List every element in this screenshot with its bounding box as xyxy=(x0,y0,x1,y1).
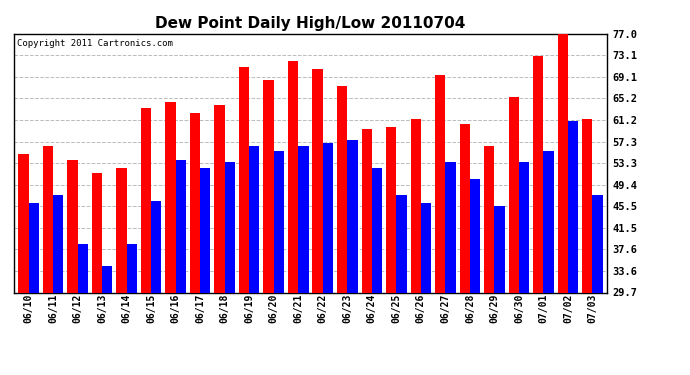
Bar xyxy=(396,195,406,292)
Bar xyxy=(298,146,308,292)
Bar xyxy=(102,266,112,292)
Bar xyxy=(323,143,333,292)
Bar xyxy=(166,102,176,292)
Bar xyxy=(249,146,259,292)
Bar xyxy=(470,179,480,292)
Bar xyxy=(190,113,200,292)
Bar xyxy=(117,168,126,292)
Bar xyxy=(126,244,137,292)
Bar xyxy=(264,80,274,292)
Bar xyxy=(92,173,102,292)
Title: Dew Point Daily High/Low 20110704: Dew Point Daily High/Low 20110704 xyxy=(155,16,466,31)
Bar xyxy=(386,127,396,292)
Bar xyxy=(445,162,455,292)
Bar xyxy=(67,160,77,292)
Bar xyxy=(313,69,323,292)
Bar xyxy=(533,56,544,292)
Bar xyxy=(28,203,39,292)
Bar xyxy=(509,97,519,292)
Bar xyxy=(225,162,235,292)
Bar xyxy=(411,118,421,292)
Bar xyxy=(495,206,504,292)
Bar xyxy=(151,201,161,292)
Bar xyxy=(200,168,210,292)
Bar xyxy=(176,160,186,292)
Bar xyxy=(337,86,347,292)
Bar xyxy=(460,124,470,292)
Bar xyxy=(519,162,529,292)
Bar xyxy=(582,118,593,292)
Bar xyxy=(558,34,568,292)
Bar xyxy=(362,129,372,292)
Bar xyxy=(544,152,554,292)
Bar xyxy=(288,61,298,292)
Bar xyxy=(18,154,28,292)
Bar xyxy=(421,203,431,292)
Bar xyxy=(347,140,357,292)
Bar xyxy=(372,168,382,292)
Bar xyxy=(53,195,63,292)
Bar xyxy=(77,244,88,292)
Bar xyxy=(484,146,495,292)
Text: Copyright 2011 Cartronics.com: Copyright 2011 Cartronics.com xyxy=(17,39,172,48)
Bar xyxy=(593,195,603,292)
Bar xyxy=(215,105,225,292)
Bar xyxy=(239,67,249,292)
Bar xyxy=(43,146,53,292)
Bar xyxy=(141,108,151,292)
Bar xyxy=(274,152,284,292)
Bar xyxy=(435,75,445,292)
Bar xyxy=(568,121,578,292)
